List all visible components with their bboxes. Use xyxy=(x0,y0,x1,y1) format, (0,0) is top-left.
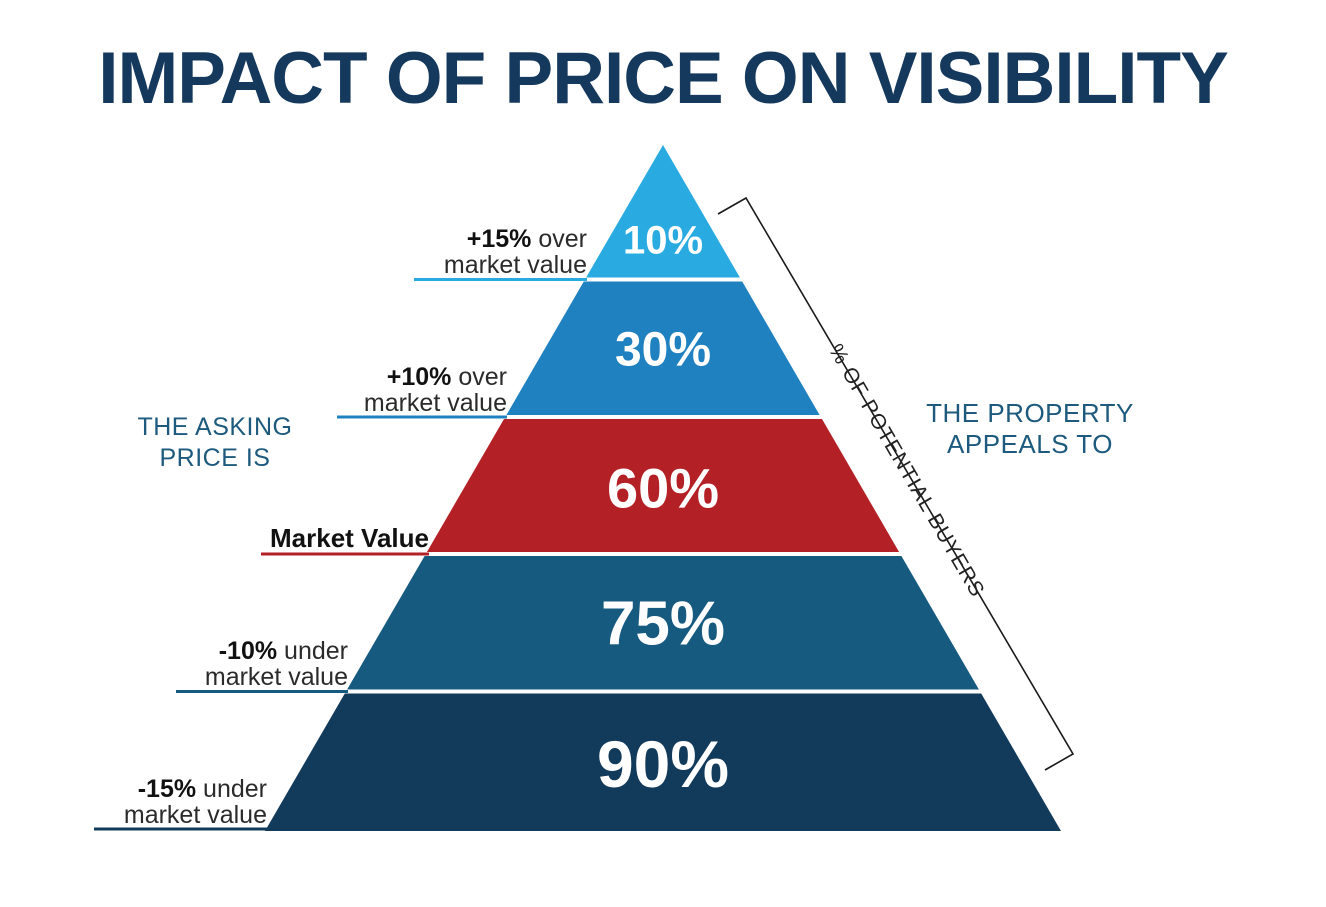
tier-1-price-line2: market value xyxy=(443,251,587,279)
tier-4-value: 75% xyxy=(600,589,726,659)
tier-1-price-label: +15% over market value xyxy=(444,226,587,278)
tier-2-price-line2: market value xyxy=(363,389,507,417)
tier-4-price-line2: market value xyxy=(204,663,348,691)
left-heading-line2: PRICE IS xyxy=(159,444,271,472)
tier-4-price-label: -10% under market value xyxy=(205,638,348,690)
tier-2-price-label: +10% over market value xyxy=(364,364,507,416)
tier-2-price-strong: +10% xyxy=(386,363,452,391)
tier-3-value: 60% xyxy=(606,456,720,520)
tier-1-value: 10% xyxy=(622,218,704,263)
tier-5-shape xyxy=(265,693,1061,831)
tier-3-price-strong: Market Value xyxy=(270,523,429,553)
tier-4-shape xyxy=(347,556,979,690)
bracket-line xyxy=(717,196,1075,771)
right-heading-line2: APPEALS TO xyxy=(947,429,1113,459)
left-heading: THE ASKING PRICE IS xyxy=(110,412,320,474)
tier-5-value: 90% xyxy=(596,727,730,801)
tier-5-price-rest: under xyxy=(196,775,267,803)
left-heading-line1: THE ASKING xyxy=(137,413,293,441)
tier-1-price-rest: over xyxy=(531,225,587,253)
tier-5-price-line2: market value xyxy=(123,801,267,829)
tier-4-price-strong: -10% xyxy=(218,637,278,665)
right-heading-line1: THE PROPERTY xyxy=(926,398,1134,428)
tier-4-price-rest: under xyxy=(277,637,348,665)
right-heading: THE PROPERTY APPEALS TO xyxy=(920,398,1140,460)
tier-3-price-label: Market Value xyxy=(270,524,429,552)
tier-1-price-strong: +15% xyxy=(466,225,532,253)
tier-2-shape xyxy=(506,281,820,415)
tier-1-shape xyxy=(586,145,740,278)
page-title: IMPACT OF PRICE ON VISIBILITY xyxy=(98,38,1229,119)
tier-2-price-rest: over xyxy=(451,363,507,391)
tier-2-value: 30% xyxy=(614,323,712,377)
tier-3-shape xyxy=(426,419,900,552)
tier-5-price-label: -15% under market value xyxy=(124,776,267,828)
tier-5-price-strong: -15% xyxy=(137,775,197,803)
